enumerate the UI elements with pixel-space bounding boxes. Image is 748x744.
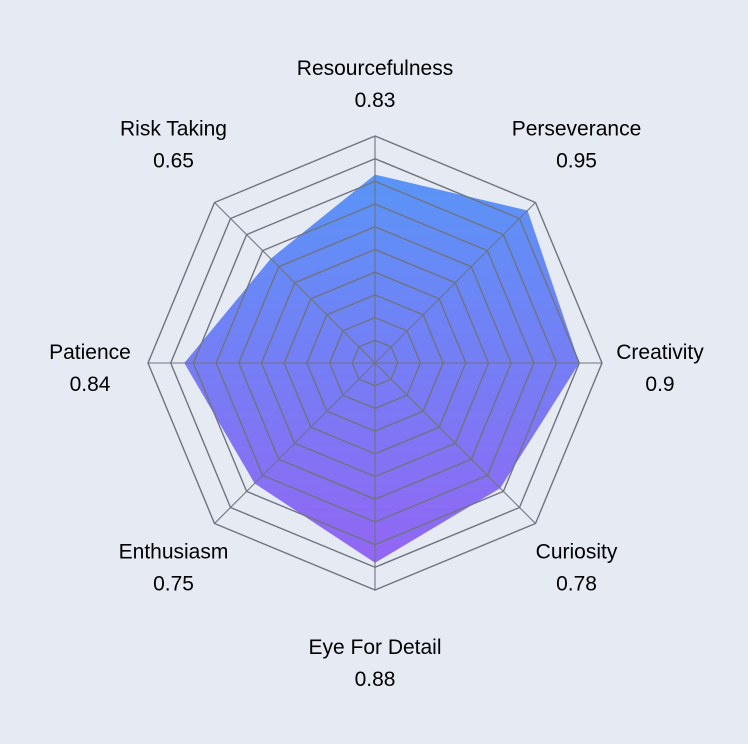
axis-label-eye-for-detail: Eye For Detail [308,636,441,659]
axis-spoke [214,362,376,524]
axis-label-resourcefulness: Resourcefulness [297,57,453,80]
value-label-eye-for-detail: 0.88 [355,668,396,691]
value-label-risk-taking: 0.65 [153,150,194,173]
axis-label-perseverance: Perseverance [512,118,642,141]
value-label-curiosity: 0.78 [556,573,597,596]
axis-label-curiosity: Curiosity [536,541,618,564]
axis-label-enthusiasm: Enthusiasm [119,541,229,564]
axis-label-patience: Patience [49,341,131,364]
grid-layer [147,135,603,591]
axis-label-risk-taking: Risk Taking [120,118,227,141]
axis-spoke [214,202,376,364]
value-label-patience: 0.84 [70,373,111,396]
value-label-perseverance: 0.95 [556,150,597,173]
axis-spoke [374,202,536,364]
value-label-enthusiasm: 0.75 [153,573,194,596]
value-label-resourcefulness: 0.83 [355,89,396,112]
axis-spoke [374,362,536,524]
axis-label-creativity: Creativity [616,341,704,364]
label-layer: Resourcefulness 0.83 Perseverance 0.95 Creat… [49,57,704,691]
value-label-creativity: 0.9 [645,373,674,396]
